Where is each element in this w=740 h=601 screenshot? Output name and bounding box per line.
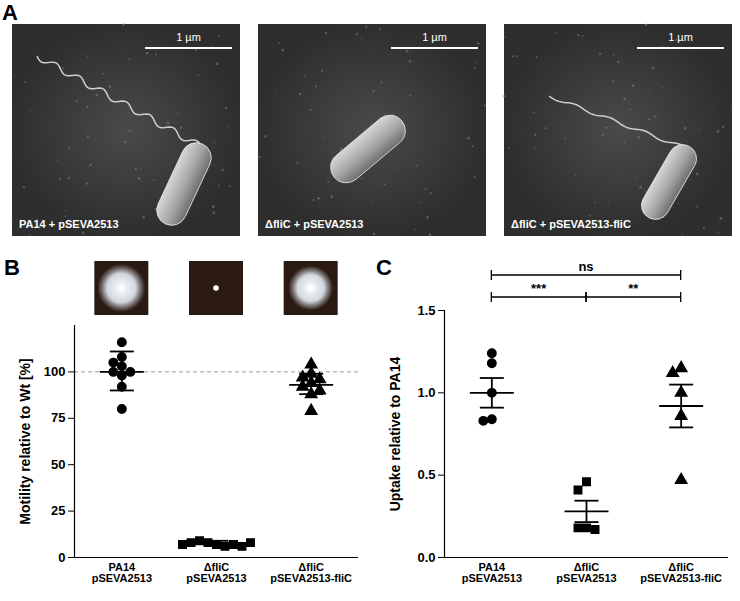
svg-text:Uptake relative to PA14: Uptake relative to PA14 [387, 357, 403, 512]
svg-text:Motility relative to Wt [%]: Motility relative to Wt [%] [17, 358, 33, 524]
svg-text:50: 50 [51, 457, 65, 472]
svg-text:0: 0 [58, 550, 65, 565]
svg-text:***: *** [531, 281, 547, 296]
html-text:C: C [376, 255, 392, 280]
svg-text:1.0: 1.0 [417, 385, 435, 400]
svg-text:ΔfliCpSEVA2513-fliC: ΔfliCpSEVA2513-fliC [270, 561, 352, 584]
svg-text:PA14pSEVA2513: PA14pSEVA2513 [462, 561, 522, 584]
svg-text:ΔfliCpSEVA2513-fliC: ΔfliCpSEVA2513-fliC [640, 561, 722, 584]
svg-text:1.5: 1.5 [417, 303, 435, 318]
svg-text:ΔfliC + pSEVA2513: ΔfliC + pSEVA2513 [265, 218, 364, 230]
svg-text:75: 75 [51, 410, 65, 425]
html-text:B: B [4, 255, 20, 280]
svg-text:ΔfliCpSEVA2513: ΔfliCpSEVA2513 [186, 561, 246, 584]
svg-text:1 µm: 1 µm [176, 31, 201, 43]
svg-text:1 µm: 1 µm [668, 31, 693, 43]
svg-text:ns: ns [578, 259, 593, 274]
svg-text:ΔfliCpSEVA2513: ΔfliCpSEVA2513 [556, 561, 616, 584]
svg-text:PA14pSEVA2513: PA14pSEVA2513 [92, 561, 152, 584]
svg-text:ΔfliC + pSEVA2513-fliC: ΔfliC + pSEVA2513-fliC [511, 218, 631, 230]
html-text:A: A [2, 0, 18, 25]
svg-text:0.5: 0.5 [417, 467, 435, 482]
svg-text:PA14 + pSEVA2513: PA14 + pSEVA2513 [19, 218, 119, 230]
svg-text:**: ** [628, 281, 639, 296]
svg-text:25: 25 [51, 503, 65, 518]
svg-text:100: 100 [44, 364, 66, 379]
svg-text:0.0: 0.0 [417, 550, 435, 565]
svg-text:1 µm: 1 µm [422, 31, 447, 43]
